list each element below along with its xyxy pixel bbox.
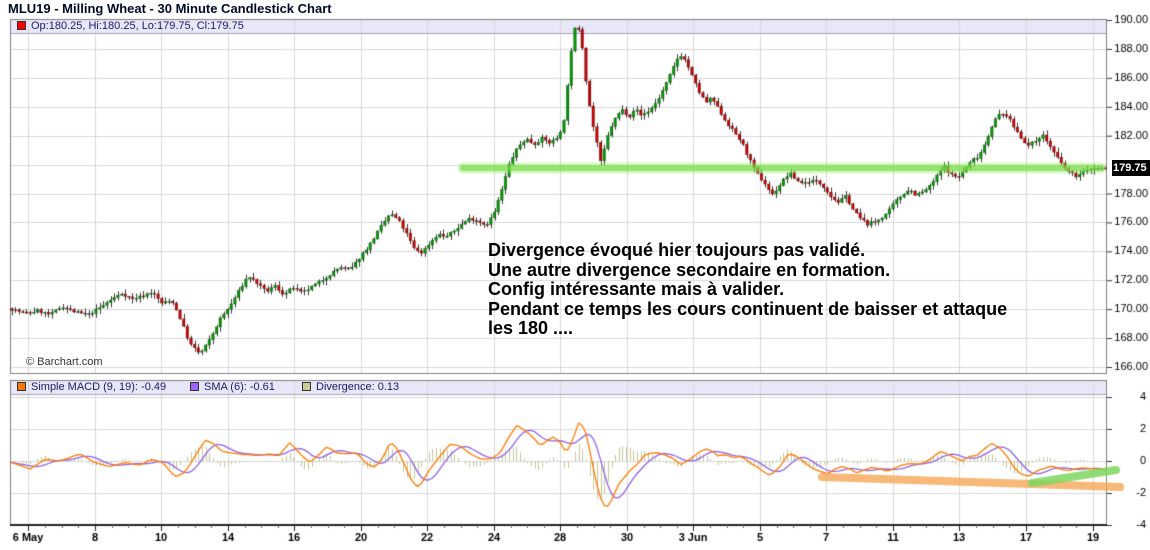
divergence-series-label: Divergence: 0.13 [316,381,400,393]
ohlc-legend-text: Op:180.25, Hi:180.25, Lo:179.75, Cl:179.… [31,20,244,32]
last-price-label: 179.75 [1112,160,1150,176]
macd-series-label: Simple MACD (9, 19): -0.49 [31,381,167,393]
chart-title: MLU19 - Milling Wheat - 30 Minute Candle… [8,1,332,16]
macd-legend-bar: Simple MACD (9, 19): -0.49 SMA (6): -0.6… [10,380,1107,394]
ohlc-legend-bar: Op:180.25, Hi:180.25, Lo:179.75, Cl:179.… [10,19,1107,33]
analyst-annotation-text: Divergence évoqué hier toujours pas vali… [488,240,1008,338]
barchart-copyright: © Barchart.com [26,356,103,368]
ohlc-legend-swatch [17,21,26,30]
macd-series-swatch [17,382,26,391]
divergence-series-swatch [302,382,311,391]
sma-series-swatch [190,382,199,391]
sma-series-label: SMA (6): -0.61 [204,381,275,393]
